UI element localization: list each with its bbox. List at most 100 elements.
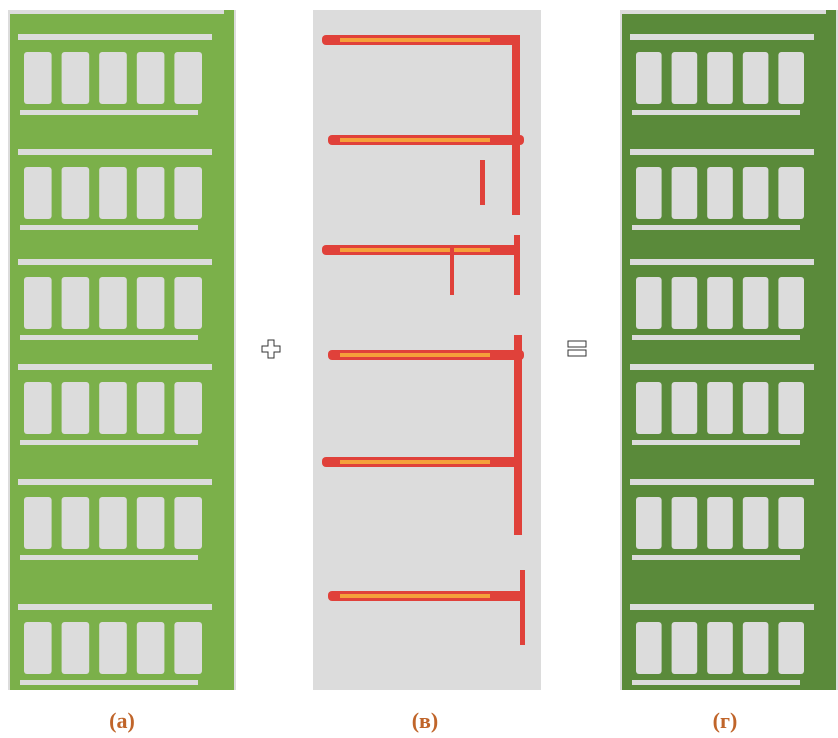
balcony-gap xyxy=(20,440,198,445)
edge-glow xyxy=(340,594,490,598)
balcony-gap xyxy=(632,110,800,115)
floor-gap xyxy=(18,259,212,265)
balcony-gap xyxy=(20,680,198,685)
floor-gap xyxy=(18,604,212,610)
vertical-line xyxy=(514,335,522,535)
floor-gap xyxy=(630,259,814,265)
window xyxy=(62,52,90,104)
window xyxy=(743,167,769,219)
window xyxy=(672,622,698,674)
edge-glow xyxy=(340,248,490,252)
window xyxy=(778,167,804,219)
plus-icon xyxy=(262,340,280,358)
window xyxy=(62,167,90,219)
floor-gap xyxy=(630,479,814,485)
floor-gap xyxy=(630,604,814,610)
window xyxy=(707,382,733,434)
window xyxy=(174,52,202,104)
vertical-line xyxy=(450,245,454,295)
window xyxy=(778,52,804,104)
window xyxy=(62,382,90,434)
floor-gap xyxy=(630,34,814,40)
vertical-line xyxy=(520,570,525,645)
window xyxy=(743,52,769,104)
window xyxy=(778,622,804,674)
window xyxy=(137,382,165,434)
floor-gap xyxy=(18,479,212,485)
facade-edge xyxy=(826,10,836,690)
window xyxy=(743,622,769,674)
balcony-gap xyxy=(632,555,800,560)
window xyxy=(24,622,52,674)
window xyxy=(672,277,698,329)
balcony-gap xyxy=(632,225,800,230)
window xyxy=(137,167,165,219)
balcony-gap xyxy=(632,440,800,445)
window xyxy=(636,622,662,674)
window xyxy=(707,167,733,219)
window xyxy=(99,277,127,329)
balcony-gap xyxy=(632,680,800,685)
window xyxy=(707,277,733,329)
window xyxy=(707,622,733,674)
panel-label: (а) xyxy=(82,708,162,734)
window xyxy=(99,52,127,104)
floor-gap xyxy=(630,364,814,370)
window xyxy=(636,382,662,434)
floor-gap xyxy=(18,364,212,370)
window xyxy=(707,52,733,104)
figure-art xyxy=(0,0,838,700)
figure: (а) (в) (г) xyxy=(0,0,838,738)
facade-mask xyxy=(622,14,826,690)
balcony-gap xyxy=(20,225,198,230)
window xyxy=(62,497,90,549)
window xyxy=(778,497,804,549)
balcony-gap xyxy=(20,110,198,115)
window xyxy=(636,497,662,549)
window xyxy=(137,52,165,104)
window xyxy=(62,277,90,329)
window xyxy=(174,622,202,674)
balcony-gap xyxy=(20,335,198,340)
window xyxy=(707,497,733,549)
window xyxy=(24,167,52,219)
window xyxy=(174,382,202,434)
window xyxy=(672,497,698,549)
balcony-gap xyxy=(20,555,198,560)
window xyxy=(743,497,769,549)
window xyxy=(24,277,52,329)
vertical-line xyxy=(480,160,485,205)
window xyxy=(24,382,52,434)
edge-glow xyxy=(340,353,490,357)
window xyxy=(137,277,165,329)
window xyxy=(99,497,127,549)
edge-glow xyxy=(340,460,490,464)
floor-gap xyxy=(18,34,212,40)
window xyxy=(778,382,804,434)
window xyxy=(137,622,165,674)
edge-glow xyxy=(340,138,490,142)
window xyxy=(636,277,662,329)
panel-label: (в) xyxy=(385,708,465,734)
window xyxy=(672,52,698,104)
window xyxy=(672,382,698,434)
window xyxy=(24,497,52,549)
window xyxy=(99,382,127,434)
window xyxy=(636,167,662,219)
window xyxy=(174,167,202,219)
window xyxy=(778,277,804,329)
window xyxy=(99,622,127,674)
balcony-gap xyxy=(632,335,800,340)
facade-edge xyxy=(224,10,234,690)
floor-gap xyxy=(18,149,212,155)
window xyxy=(743,277,769,329)
window xyxy=(99,167,127,219)
window xyxy=(137,497,165,549)
equals-icon xyxy=(568,341,586,356)
window xyxy=(174,277,202,329)
window xyxy=(174,497,202,549)
window xyxy=(636,52,662,104)
vertical-line xyxy=(512,35,520,215)
panel-label: (г) xyxy=(685,708,765,734)
window xyxy=(24,52,52,104)
